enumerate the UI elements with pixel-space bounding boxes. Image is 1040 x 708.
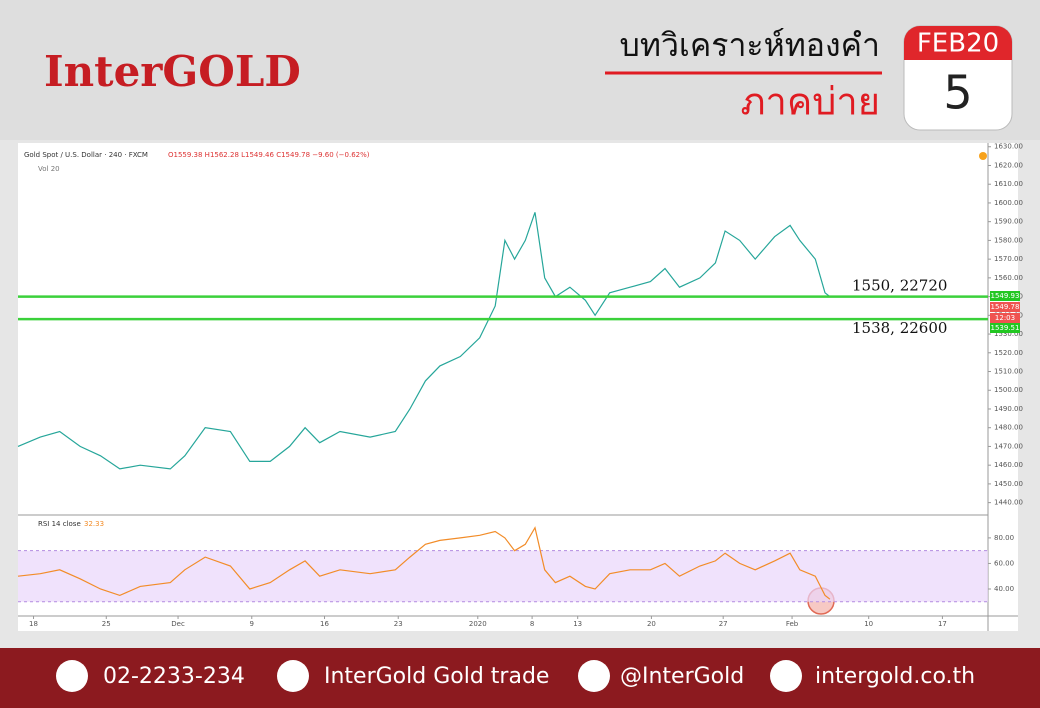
subtitle: ภาคบ่าย <box>740 80 880 124</box>
phone-icon <box>56 660 88 692</box>
price-label-box <box>990 302 1020 312</box>
rsi-last: 32.33 <box>84 520 104 528</box>
y-tick-label: 1480.00 <box>994 424 1023 432</box>
y-tick-label: 1500.00 <box>994 386 1023 394</box>
y-tick-label: 1490.00 <box>994 405 1023 413</box>
price-label-box <box>990 323 1020 333</box>
y-tick-label: 1590.00 <box>994 218 1023 226</box>
line-icon <box>578 660 610 692</box>
x-tick-label: 18 <box>29 620 38 628</box>
y-tick-label: 1580.00 <box>994 236 1023 244</box>
price-label: 1539.51 <box>991 324 1020 332</box>
rsi-band <box>18 550 988 602</box>
calendar-top <box>904 26 1012 60</box>
rsi-title: RSI 14 close <box>38 520 81 528</box>
footer-line: @InterGold <box>620 664 744 689</box>
x-tick-label: 27 <box>719 620 728 628</box>
price-label: 1549.78 <box>991 303 1020 311</box>
x-tick-label: 17 <box>938 620 947 628</box>
footer-bar <box>0 648 1040 708</box>
globe-icon <box>770 660 802 692</box>
y-tick-label: 1460.00 <box>994 461 1023 469</box>
y-tick-label: 1470.00 <box>994 442 1023 450</box>
calendar: FEB20 5 <box>903 25 1013 131</box>
calendar-day: 5 <box>943 66 972 120</box>
x-tick-label: Feb <box>786 620 799 628</box>
y-tick-label: 1570.00 <box>994 255 1023 263</box>
x-tick-label: 9 <box>250 620 254 628</box>
footer-phone: 02-2233-234 <box>103 664 245 689</box>
y-tick-label: 1620.00 <box>994 161 1023 169</box>
y-tick-label: 1520.00 <box>994 349 1023 357</box>
y-tick-label: 1560.00 <box>994 274 1023 282</box>
x-tick-label: 2020 <box>469 620 487 628</box>
y-tick-label: 1630.00 <box>994 143 1023 151</box>
x-tick-label: 10 <box>864 620 873 628</box>
x-tick-label: 8 <box>530 620 534 628</box>
x-tick-label: Dec <box>171 620 185 628</box>
ohlc: O1559.38 H1562.28 L1549.46 C1549.78 −9.6… <box>168 151 370 159</box>
price-label-box <box>990 291 1020 301</box>
volume-indicator: Vol 20 <box>38 165 60 173</box>
y-tick-label: 1450.00 <box>994 480 1023 488</box>
y-tick-label: 80.00 <box>994 534 1014 542</box>
map-backdrop <box>0 0 1040 140</box>
symbol-title: Gold Spot / U.S. Dollar · 240 · FXCM <box>24 151 148 159</box>
x-tick-label: 20 <box>647 620 656 628</box>
countdown: 12:03 <box>995 314 1015 322</box>
x-tick-label: 23 <box>394 620 403 628</box>
y-tick-label: 1510.00 <box>994 368 1023 376</box>
title: บทวิเคราะห์ทองคำ <box>620 26 880 64</box>
alert-icon <box>979 152 987 160</box>
facebook-icon <box>277 660 309 692</box>
series-line <box>17 526 831 600</box>
calendar-month: FEB20 <box>917 29 999 59</box>
footer-web: intergold.co.th <box>815 664 975 689</box>
y-tick-label: 1600.00 <box>994 199 1023 207</box>
y-tick-label: 1440.00 <box>994 499 1023 507</box>
price-label: 1549.93 <box>991 292 1020 300</box>
level-label: 1550, 22720 <box>852 277 947 295</box>
y-tick-label: 1610.00 <box>994 180 1023 188</box>
x-tick-label: 13 <box>573 620 582 628</box>
countdown-box <box>990 313 1020 323</box>
x-tick-label: 25 <box>102 620 111 628</box>
y-tick-label: 60.00 <box>994 559 1014 567</box>
series-line <box>17 212 831 470</box>
level-label: 1538, 22600 <box>852 319 947 337</box>
y-tick-label: 40.00 <box>994 585 1014 593</box>
footer-facebook: InterGold Gold trade <box>324 664 549 689</box>
chart-frame <box>18 143 1018 631</box>
y-tick-label: 1530.00 <box>994 330 1023 338</box>
logo: InterGOLD <box>44 47 301 96</box>
x-tick-label: 16 <box>320 620 329 628</box>
